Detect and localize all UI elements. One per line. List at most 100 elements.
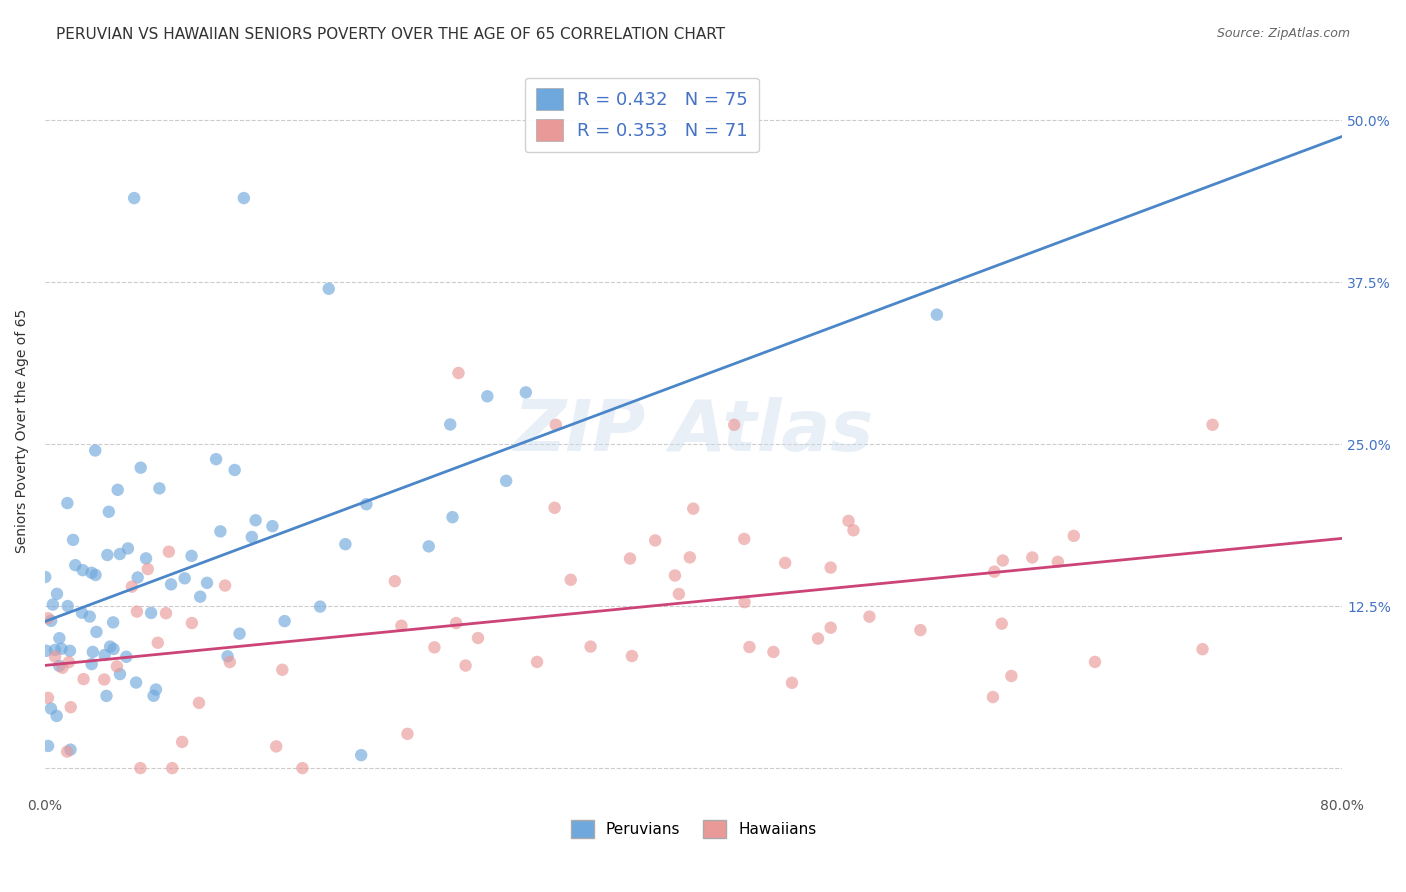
Point [544, 417, 567, 432]
Point [108, 667, 131, 681]
Point [72, 563, 94, 577]
Point [117, 541, 139, 556]
Point [738, 640, 761, 654]
Point [217, 649, 239, 664]
Text: ZIP Atlas: ZIP Atlas [513, 397, 873, 466]
Point [467, 631, 489, 645]
Point [515, 385, 537, 400]
Point [264, 739, 287, 754]
Point [444, 616, 467, 631]
Point [439, 417, 461, 432]
Point [209, 524, 232, 539]
Point [155, 606, 177, 620]
Point [644, 533, 666, 548]
Point [34, 570, 56, 584]
Point [350, 748, 373, 763]
Point [160, 761, 183, 775]
Point [526, 655, 548, 669]
Point [96, 689, 118, 703]
Point [80, 566, 103, 580]
Point [139, 606, 162, 620]
Point [232, 191, 254, 205]
Point [105, 659, 128, 673]
Point [146, 636, 169, 650]
Point [664, 568, 686, 582]
Point [543, 500, 565, 515]
Point [990, 616, 1012, 631]
Point [579, 640, 602, 654]
Y-axis label: Seniors Poverty Over the Age of 65: Seniors Poverty Over the Age of 65 [15, 310, 30, 553]
Point [48, 658, 70, 673]
Point [214, 578, 236, 592]
Point [682, 501, 704, 516]
Point [188, 590, 211, 604]
Point [39, 614, 62, 628]
Point [245, 513, 267, 527]
Point [35, 644, 58, 658]
Point [180, 549, 202, 563]
Point [356, 497, 378, 511]
Point [733, 532, 755, 546]
Point [734, 595, 756, 609]
Point [93, 648, 115, 662]
Point [45, 709, 67, 723]
Point [37, 611, 59, 625]
Point [668, 587, 690, 601]
Point [271, 663, 294, 677]
Point [441, 510, 464, 524]
Point [48, 631, 70, 645]
Text: PERUVIAN VS HAWAIIAN SENIORS POVERTY OVER THE AGE OF 65 CORRELATION CHART: PERUVIAN VS HAWAIIAN SENIORS POVERTY OVE… [56, 27, 725, 42]
Point [925, 308, 948, 322]
Point [820, 560, 842, 574]
Point [391, 618, 413, 632]
Point [148, 481, 170, 495]
Point [56, 496, 79, 510]
Point [495, 474, 517, 488]
Point [262, 519, 284, 533]
Point [93, 673, 115, 687]
Point [807, 632, 830, 646]
Point [80, 657, 103, 672]
Point [37, 690, 59, 705]
Point [560, 573, 582, 587]
Point [39, 701, 62, 715]
Point [309, 599, 332, 614]
Point [56, 745, 79, 759]
Point [1063, 529, 1085, 543]
Point [224, 463, 246, 477]
Point [1201, 417, 1223, 432]
Point [82, 645, 104, 659]
Point [910, 623, 932, 637]
Point [46, 587, 69, 601]
Point [447, 366, 470, 380]
Point [477, 389, 499, 403]
Point [135, 551, 157, 566]
Point [59, 700, 82, 714]
Point [173, 571, 195, 585]
Point [125, 675, 148, 690]
Point [84, 568, 107, 582]
Point [228, 626, 250, 640]
Point [723, 417, 745, 432]
Point [129, 761, 152, 775]
Point [620, 648, 643, 663]
Point [65, 558, 87, 573]
Point [1191, 642, 1213, 657]
Point [838, 514, 860, 528]
Point [773, 556, 796, 570]
Point [86, 624, 108, 639]
Point [96, 548, 118, 562]
Point [205, 452, 228, 467]
Point [981, 690, 1004, 704]
Point [384, 574, 406, 589]
Legend: Peruvians, Hawaiians: Peruvians, Hawaiians [565, 814, 823, 845]
Point [157, 545, 180, 559]
Point [1046, 555, 1069, 569]
Point [59, 644, 82, 658]
Point [125, 605, 148, 619]
Point [172, 735, 194, 749]
Point [98, 640, 121, 654]
Point [101, 615, 124, 630]
Point [107, 483, 129, 497]
Point [127, 570, 149, 584]
